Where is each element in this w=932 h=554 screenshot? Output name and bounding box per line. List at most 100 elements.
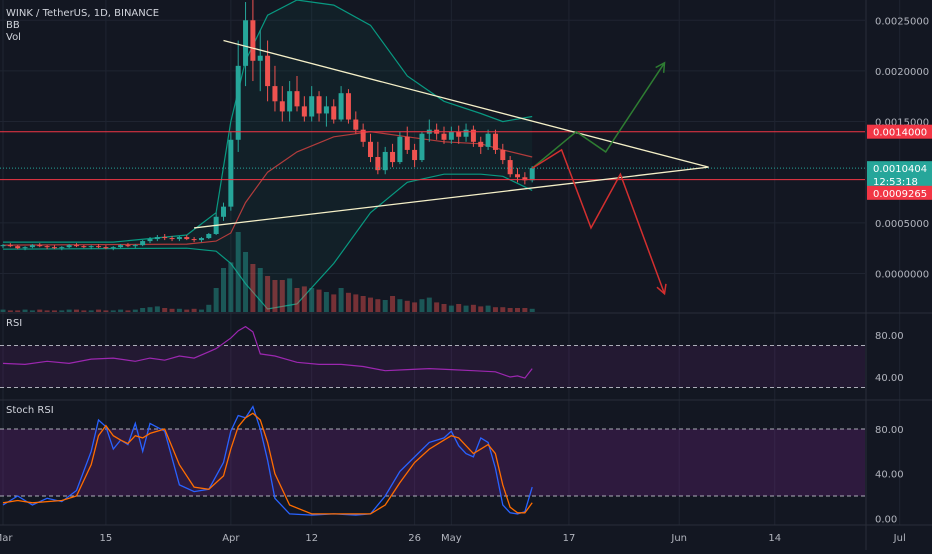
candle-body <box>221 206 226 217</box>
price-tick-label: 0.0025000 <box>875 16 929 27</box>
candle-body <box>88 246 94 248</box>
candle-body <box>228 139 234 207</box>
volume-bar <box>368 297 373 312</box>
volume-bar <box>169 308 175 312</box>
price-tick-label: 0.0000000 <box>875 270 929 281</box>
symbol-title[interactable]: WINK / TetherUS, 1D, BINANCE <box>6 8 160 19</box>
volume-bar <box>37 309 43 312</box>
resistance-price-tag: 0.0014000 <box>873 128 927 139</box>
candle-body <box>294 91 300 107</box>
indicator-vol-label[interactable]: Vol <box>6 32 21 43</box>
candle-body <box>316 96 322 114</box>
candle-body <box>412 149 418 161</box>
volume-bar <box>0 309 6 312</box>
candle-body <box>301 106 307 117</box>
volume-bar <box>272 280 278 312</box>
volume-bar <box>492 307 498 312</box>
volume-bar <box>147 307 153 312</box>
candle-body <box>360 129 366 142</box>
indicator-bb-label[interactable]: BB <box>6 20 20 31</box>
resistance-price-tag-bg <box>867 124 932 139</box>
price-tick-label: 0.0005000 <box>875 219 929 230</box>
volume-bar <box>529 308 535 312</box>
bollinger-fill <box>3 0 533 309</box>
rsi-line <box>2 325 533 379</box>
volume-bar <box>59 310 65 312</box>
candle-body <box>125 245 131 247</box>
volume-bar <box>279 280 285 312</box>
volume-bar <box>426 297 432 312</box>
volume-bar <box>515 308 520 312</box>
lower-trendline <box>194 166 709 229</box>
candle-body <box>309 96 315 117</box>
legend: WINK / TetherUS, 1D, BINANCE BB Vol <box>6 8 159 44</box>
time-tick-label: Jun <box>670 533 687 544</box>
volume-bar <box>125 310 131 312</box>
candle-body <box>59 247 65 249</box>
candle-body <box>353 119 359 130</box>
candle-body <box>478 141 484 147</box>
volume-bar <box>287 278 293 312</box>
volume-bar <box>500 307 506 312</box>
support-price-tag: 0.0009265 <box>873 189 927 200</box>
candle-body <box>507 160 513 175</box>
candle-body <box>272 86 278 102</box>
bullish-projection-arrowhead <box>655 61 666 73</box>
volume-bar <box>15 310 21 312</box>
candle-body <box>198 238 204 241</box>
candle-body <box>162 237 168 239</box>
volume-bar <box>191 308 197 312</box>
volume-bar <box>456 304 462 312</box>
candle-body <box>29 245 35 248</box>
time-tick-label: Mar <box>0 533 13 544</box>
candle-body <box>470 129 476 142</box>
candle-body <box>419 133 425 161</box>
candle-body <box>529 168 535 181</box>
candle-body <box>515 174 520 178</box>
volume-bar <box>154 306 160 312</box>
current-price-tag: 0.0010404 <box>873 164 927 175</box>
time-tick-label: 12 <box>305 533 318 544</box>
candle-body <box>147 239 153 242</box>
volume-bar <box>184 309 190 312</box>
stoch-pane-title[interactable]: Stoch RSI <box>6 405 54 416</box>
bullish-projection <box>531 62 666 169</box>
volume-bar <box>162 308 168 312</box>
candle-body <box>345 93 351 120</box>
current-price-tag: 12:53:18 <box>873 177 918 188</box>
candle-body <box>397 136 403 163</box>
volume-bar <box>257 268 263 312</box>
candle-body <box>184 237 190 240</box>
volume-bar <box>228 262 234 312</box>
candle-body <box>323 106 329 114</box>
volume-bar <box>323 292 329 312</box>
candle-body <box>7 245 13 247</box>
candle-body <box>206 234 212 239</box>
candle-body <box>191 239 197 241</box>
candle-body <box>37 245 43 247</box>
stoch-tick-label: 40.00 <box>875 470 904 481</box>
volume-bar <box>132 309 138 312</box>
candle-body <box>110 247 116 249</box>
volume-bar <box>382 300 388 312</box>
bollinger-basis-line <box>2 131 533 246</box>
candle-body <box>103 247 109 249</box>
candle-body <box>500 149 506 161</box>
volume-bar <box>338 288 344 312</box>
bollinger-lower-line <box>2 173 533 310</box>
volume-bar <box>206 304 212 312</box>
volume-bar <box>88 310 94 312</box>
candle-body <box>44 246 50 248</box>
rsi-pane-title[interactable]: RSI <box>6 318 23 329</box>
support-price-tag-bg <box>867 185 932 200</box>
candle-body <box>22 247 28 249</box>
volume-bar <box>221 268 226 312</box>
candle-body <box>375 157 381 171</box>
volume-bar <box>29 310 35 312</box>
stoch-d-line <box>2 412 533 515</box>
volume-bar <box>331 294 337 312</box>
candle-body <box>522 177 528 181</box>
upper-trendline <box>223 39 709 168</box>
volume-bar <box>22 309 28 312</box>
